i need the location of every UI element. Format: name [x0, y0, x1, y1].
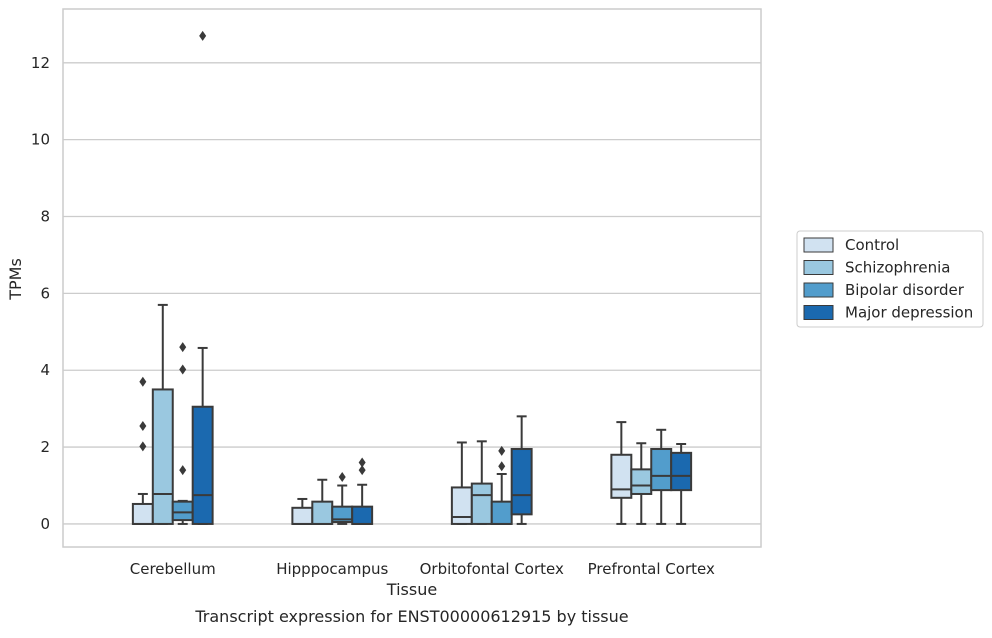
legend-frame [796, 230, 984, 328]
x-tick-labels: Cerebellum Hipppocampus Orbitofontal Corte… [130, 560, 715, 578]
legend-label: Major depression [845, 304, 973, 322]
y-tick-label: 4 [40, 361, 50, 379]
outlier-point [139, 376, 147, 387]
box-major-depression [510, 415, 533, 525]
outlier-point [199, 30, 207, 41]
plot-frame [62, 8, 762, 548]
y-axis-label: TPMs [6, 258, 25, 301]
box-iqr [191, 405, 214, 525]
outlier-point [179, 465, 187, 476]
box-iqr [630, 468, 653, 495]
box-major-depression [351, 457, 374, 525]
legend-swatch [803, 260, 834, 275]
outlier-point [498, 461, 506, 472]
outlier-point [358, 457, 366, 468]
legend-label: Schizophrenia [845, 259, 950, 277]
legend-label: Bipolar disorder [845, 281, 965, 299]
outlier-point [358, 465, 366, 476]
box-bipolar-disorder [490, 445, 513, 525]
box-major-depression [670, 443, 693, 525]
box-control [291, 497, 314, 525]
box-iqr [151, 388, 174, 525]
outlier-point [179, 342, 187, 353]
box-iqr [291, 506, 314, 525]
y-tick-label: 0 [40, 515, 50, 533]
outlier-point [139, 441, 147, 452]
box-schizophrenia [151, 303, 174, 525]
box-iqr [311, 500, 334, 525]
legend-swatch [803, 305, 834, 320]
legend-swatch [803, 237, 834, 253]
box-iqr [670, 451, 693, 492]
legend: Control Schizophrenia Bipolar disorder Majo… [796, 230, 984, 328]
box-iqr [650, 448, 673, 492]
y-tick-label: 12 [31, 54, 50, 72]
y-tick-label: 2 [40, 438, 50, 456]
box-iqr [610, 453, 633, 499]
outlier-point [498, 445, 506, 456]
legend-label: Control [845, 236, 899, 254]
x-tick-label: Hipppocampus [276, 560, 388, 578]
x-axis-label: Tissue [386, 580, 437, 599]
box-iqr [470, 482, 493, 525]
outlier-point [338, 472, 346, 483]
y-tick-label: 10 [31, 131, 50, 149]
box-iqr [351, 505, 374, 525]
box-major-depression [191, 30, 214, 525]
legend-swatch [803, 282, 834, 298]
y-tick-labels: 0 2 4 6 8 10 12 [31, 54, 50, 533]
y-tick-label: 8 [40, 208, 50, 226]
box-series [131, 30, 693, 525]
box-iqr [171, 500, 194, 522]
chart-caption: Transcript expression for ENST0000061291… [194, 607, 628, 626]
x-tick-label: Prefrontal Cortex [588, 560, 715, 578]
box-iqr [450, 486, 473, 525]
box-control [450, 441, 473, 525]
box-iqr [131, 502, 154, 525]
outlier-point [179, 364, 187, 375]
box-schizophrenia [470, 440, 493, 525]
outlier-point [139, 420, 147, 431]
box-bipolar-disorder [171, 342, 194, 525]
x-tick-label: Cerebellum [130, 560, 216, 578]
box-control [610, 421, 633, 525]
box-iqr [510, 448, 533, 516]
x-tick-label: Orbitofontal Cortex [420, 560, 564, 578]
box-iqr [490, 500, 513, 525]
y-tick-label: 6 [40, 284, 50, 302]
